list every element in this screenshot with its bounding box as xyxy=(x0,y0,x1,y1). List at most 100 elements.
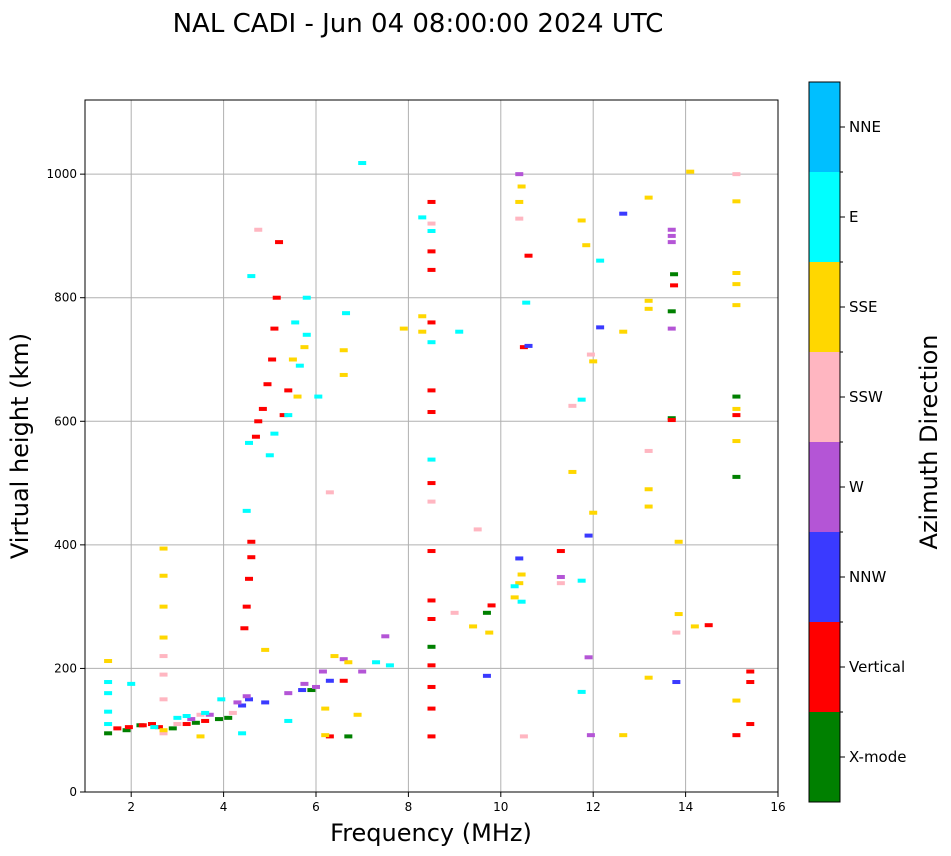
data-point xyxy=(330,654,339,659)
data-point xyxy=(205,712,214,717)
data-point xyxy=(732,698,741,703)
data-point xyxy=(238,703,247,708)
data-point xyxy=(577,578,586,583)
data-point xyxy=(427,617,436,621)
data-point xyxy=(279,413,288,418)
data-point xyxy=(672,630,681,635)
data-point xyxy=(517,572,526,577)
data-point xyxy=(147,722,156,727)
data-point xyxy=(568,403,577,408)
data-point xyxy=(732,413,741,418)
data-point xyxy=(302,332,311,337)
data-point xyxy=(644,504,653,509)
data-point xyxy=(242,604,251,609)
data-point xyxy=(427,549,436,554)
plot-frame xyxy=(84,99,779,793)
data-point xyxy=(732,439,741,444)
data-point xyxy=(104,659,113,664)
data-point xyxy=(644,195,653,200)
data-point xyxy=(159,728,168,733)
data-point xyxy=(556,574,565,579)
data-point xyxy=(469,624,478,629)
data-point xyxy=(288,357,297,362)
colorbar-tick-label: NNE xyxy=(849,118,881,136)
data-point xyxy=(258,406,267,411)
data-point xyxy=(182,722,191,727)
data-point xyxy=(201,710,210,715)
data-point xyxy=(482,673,491,678)
data-point xyxy=(418,215,427,220)
data-point xyxy=(270,326,279,331)
data-point xyxy=(427,340,436,345)
data-point xyxy=(427,644,436,649)
colorbar-segment xyxy=(809,442,840,532)
data-point xyxy=(670,283,679,288)
data-point xyxy=(746,680,755,685)
data-point xyxy=(242,694,251,699)
data-point xyxy=(339,657,348,662)
colorbar-frame xyxy=(808,81,841,803)
data-point xyxy=(254,419,263,424)
x-tick-label: 12 xyxy=(586,800,601,814)
data-point xyxy=(318,669,327,674)
data-point xyxy=(515,581,524,586)
data-point xyxy=(104,709,113,714)
x-axis-label: Frequency (MHz) xyxy=(330,819,532,847)
data-point xyxy=(122,728,131,733)
data-point xyxy=(295,363,304,368)
data-point xyxy=(224,715,233,720)
grid-lines xyxy=(85,100,778,792)
data-point xyxy=(159,573,168,578)
y-axis-label: Virtual height (km) xyxy=(6,333,34,559)
data-point xyxy=(247,274,256,279)
data-point xyxy=(644,306,653,311)
data-point xyxy=(159,635,168,640)
data-point xyxy=(519,345,528,350)
data-point xyxy=(124,725,133,730)
data-point xyxy=(455,329,464,334)
data-point xyxy=(619,733,628,738)
data-point xyxy=(358,669,367,674)
data-point xyxy=(238,731,247,736)
data-point xyxy=(325,490,334,495)
data-point xyxy=(556,549,565,554)
data-point xyxy=(584,533,593,538)
data-point xyxy=(187,717,196,722)
data-point xyxy=(732,406,741,411)
data-point xyxy=(667,418,676,423)
data-point xyxy=(667,227,676,232)
data-point xyxy=(732,394,741,399)
data-point xyxy=(261,700,270,705)
data-point xyxy=(159,604,168,609)
colorbar-tick-label: Vertical xyxy=(849,658,905,676)
data-point xyxy=(159,672,168,677)
data-point xyxy=(482,610,491,615)
data-points xyxy=(104,161,755,739)
data-point xyxy=(344,660,353,665)
data-point xyxy=(339,678,348,683)
colorbar-segment xyxy=(809,172,840,262)
data-point xyxy=(339,372,348,377)
data-point xyxy=(515,172,524,177)
data-point xyxy=(201,718,210,723)
data-point xyxy=(150,725,159,730)
data-point xyxy=(515,199,524,204)
data-point xyxy=(732,474,741,479)
data-point xyxy=(245,697,254,702)
data-point xyxy=(510,584,519,589)
data-point xyxy=(261,647,270,652)
data-point xyxy=(644,448,653,453)
data-point xyxy=(732,303,741,308)
y-tick-label: 1000 xyxy=(46,167,77,181)
data-point xyxy=(556,581,565,586)
data-point xyxy=(381,634,390,639)
data-point xyxy=(485,630,494,635)
x-tick-label: 6 xyxy=(312,800,320,814)
data-point xyxy=(427,388,436,393)
colorbar-segment xyxy=(809,622,840,712)
data-point xyxy=(284,388,293,393)
data-point xyxy=(291,320,300,325)
data-point xyxy=(667,326,676,331)
data-point xyxy=(182,714,191,719)
data-point xyxy=(265,453,274,458)
